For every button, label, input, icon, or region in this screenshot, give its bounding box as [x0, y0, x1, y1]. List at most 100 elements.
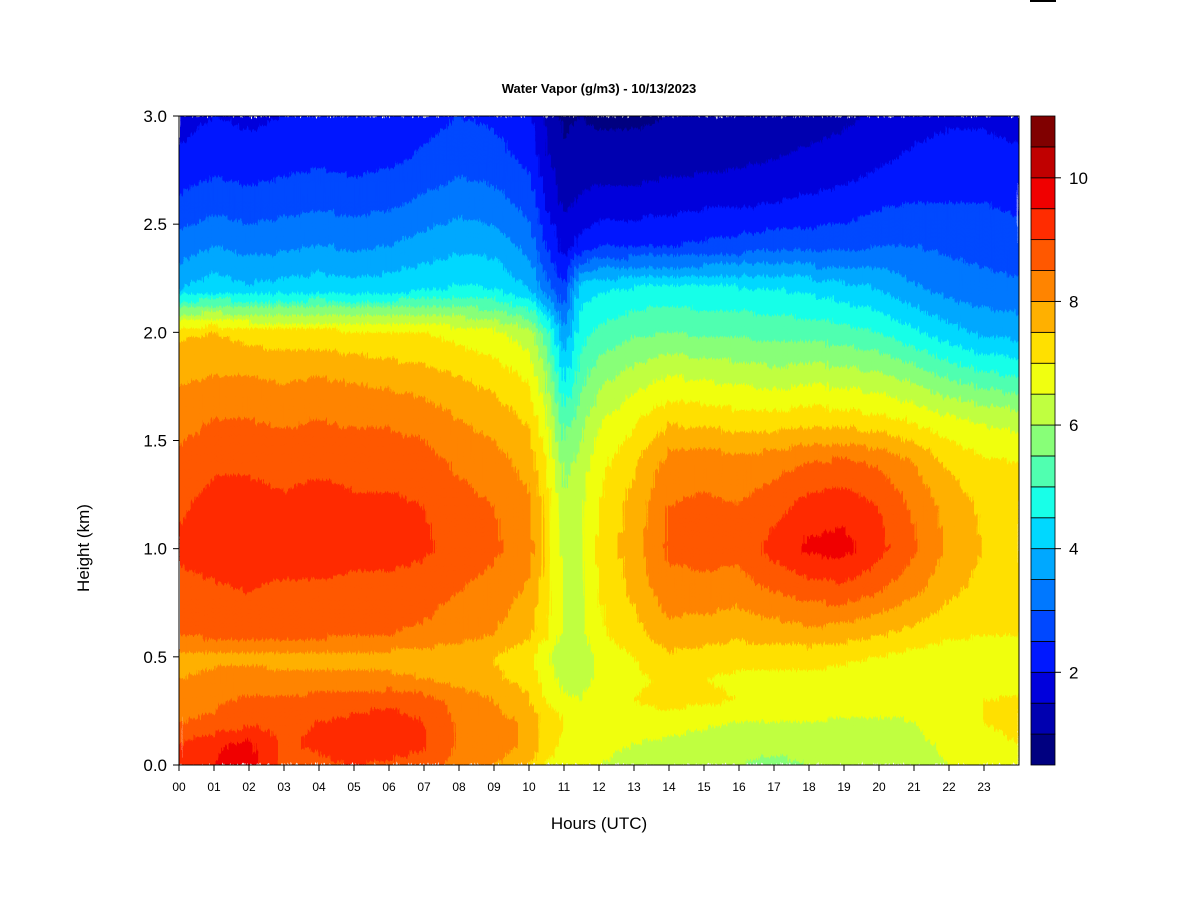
- heatmap-cell: [247, 527, 252, 532]
- heatmap-cell: [259, 124, 264, 129]
- heatmap-cell: [239, 289, 244, 294]
- heatmap-cell: [255, 150, 260, 155]
- heatmap-cell: [219, 570, 224, 575]
- heatmap-cell: [283, 501, 288, 506]
- heatmap-cell: [211, 120, 216, 125]
- heatmap-cell: [283, 120, 288, 125]
- heatmap-cell: [287, 354, 292, 359]
- heatmap-cell: [267, 271, 272, 276]
- heatmap-cell: [235, 362, 240, 367]
- heatmap-cell: [219, 470, 224, 475]
- heatmap-cell: [283, 328, 288, 333]
- heatmap-cell: [263, 341, 268, 346]
- heatmap-cell: [231, 514, 236, 519]
- heatmap-cell: [239, 194, 244, 199]
- heatmap-cell: [235, 574, 240, 579]
- heatmap-cell: [195, 505, 200, 510]
- heatmap-cell: [259, 380, 264, 385]
- heatmap-cell: [187, 535, 192, 540]
- heatmap-cell: [183, 228, 188, 233]
- heatmap-cell: [215, 159, 220, 164]
- heatmap-cell: [303, 198, 308, 203]
- heatmap-cell: [255, 626, 260, 631]
- heatmap-cell: [259, 717, 264, 722]
- heatmap-cell: [219, 163, 224, 168]
- heatmap-cell: [307, 237, 312, 242]
- heatmap-cell: [187, 419, 192, 424]
- heatmap-cell: [183, 241, 188, 246]
- heatmap-cell: [295, 168, 300, 173]
- heatmap-cell: [191, 713, 196, 718]
- heatmap-cell: [243, 743, 248, 748]
- heatmap-cell: [267, 146, 272, 151]
- heatmap-cell: [239, 414, 244, 419]
- heatmap-cell: [191, 449, 196, 454]
- heatmap-cell: [247, 483, 252, 488]
- heatmap-cell: [231, 631, 236, 636]
- heatmap-cell: [215, 600, 220, 605]
- heatmap-cell: [299, 561, 304, 566]
- heatmap-cell: [191, 587, 196, 592]
- heatmap-cell: [303, 432, 308, 437]
- heatmap-cell: [267, 302, 272, 307]
- heatmap-cell: [303, 445, 308, 450]
- heatmap-cell: [195, 458, 200, 463]
- heatmap-cell: [299, 332, 304, 337]
- heatmap-cell: [247, 388, 252, 393]
- heatmap-cell: [271, 592, 276, 597]
- heatmap-cell: [239, 310, 244, 315]
- heatmap-cell: [199, 561, 204, 566]
- heatmap-cell: [183, 388, 188, 393]
- heatmap-cell: [199, 436, 204, 441]
- heatmap-cell: [227, 120, 232, 125]
- heatmap-cell: [203, 406, 208, 411]
- heatmap-cell: [187, 514, 192, 519]
- heatmap-cell: [267, 345, 272, 350]
- heatmap-cell: [279, 332, 284, 337]
- heatmap-cell: [195, 674, 200, 679]
- heatmap-cell: [299, 150, 304, 155]
- heatmap-cell: [295, 181, 300, 186]
- heatmap-cell: [215, 717, 220, 722]
- heatmap-cell: [187, 358, 192, 363]
- heatmap-cell: [247, 250, 252, 255]
- heatmap-cell: [275, 721, 280, 726]
- heatmap-cell: [275, 207, 280, 212]
- heatmap-cell: [275, 263, 280, 268]
- heatmap-cell: [303, 163, 308, 168]
- heatmap-cell: [211, 323, 216, 328]
- heatmap-cell: [231, 384, 236, 389]
- heatmap-cell: [243, 509, 248, 514]
- heatmap-cell: [191, 207, 196, 212]
- heatmap-cell: [275, 717, 280, 722]
- heatmap-cell: [303, 496, 308, 501]
- heatmap-cell: [303, 695, 308, 700]
- heatmap-cell: [283, 293, 288, 298]
- heatmap-cell: [291, 644, 296, 649]
- heatmap-cell: [255, 276, 260, 281]
- heatmap-cell: [283, 310, 288, 315]
- heatmap-cell: [271, 674, 276, 679]
- heatmap-cell: [243, 583, 248, 588]
- heatmap-cell: [307, 717, 312, 722]
- heatmap-cell: [283, 561, 288, 566]
- heatmap-cell: [259, 682, 264, 687]
- heatmap-cell: [199, 401, 204, 406]
- heatmap-cell: [255, 410, 260, 415]
- heatmap-cell: [199, 622, 204, 627]
- heatmap-cell: [195, 734, 200, 739]
- heatmap-cell: [283, 423, 288, 428]
- heatmap-cell: [207, 635, 212, 640]
- heatmap-cell: [195, 548, 200, 553]
- heatmap-cell: [227, 661, 232, 666]
- heatmap-cell: [279, 691, 284, 696]
- heatmap-cell: [271, 345, 276, 350]
- heatmap-cell: [271, 436, 276, 441]
- heatmap-cell: [263, 687, 268, 692]
- heatmap-cell: [183, 246, 188, 251]
- heatmap-cell: [271, 704, 276, 709]
- heatmap-cell: [227, 531, 232, 536]
- heatmap-cell: [187, 146, 192, 151]
- heatmap-cell: [271, 181, 276, 186]
- heatmap-cell: [243, 228, 248, 233]
